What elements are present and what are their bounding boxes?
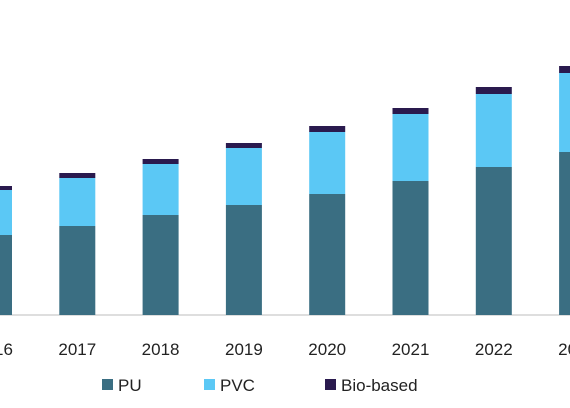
legend-label-pvc: PVC	[220, 376, 255, 395]
bar-pvc-2020	[309, 132, 346, 194]
legend-swatch-bio-based	[325, 379, 336, 390]
bar-bio-based-2016	[0, 186, 12, 190]
bar-pvc-2019	[225, 148, 262, 205]
bar-bio-based-2023	[559, 66, 570, 73]
bar-pvc-2022	[475, 94, 512, 167]
bar-pu-2021	[392, 181, 429, 315]
x-tick-label-2020: 2020	[308, 340, 346, 359]
bar-pu-2017	[59, 226, 96, 315]
bar-pu-2016	[0, 235, 12, 315]
legend-label-pu: PU	[118, 376, 142, 395]
bar-bio-based-2017	[59, 173, 96, 178]
bar-pvc-2023	[559, 73, 570, 152]
x-tick-label-2022: 2022	[475, 340, 513, 359]
bars-group	[0, 66, 570, 315]
bar-pvc-2017	[59, 178, 96, 226]
x-tick-label-2016: 2016	[0, 340, 13, 359]
bar-pu-2023	[559, 152, 570, 315]
legend-label-bio-based: Bio-based	[341, 376, 418, 395]
bar-bio-based-2021	[392, 108, 429, 114]
x-tick-label-2019: 2019	[225, 340, 263, 359]
bar-bio-based-2019	[225, 143, 262, 148]
x-tick-label-2018: 2018	[142, 340, 180, 359]
legend-swatch-pu	[102, 379, 113, 390]
x-tick-label-2017: 2017	[58, 340, 96, 359]
x-tick-label-2021: 2021	[392, 340, 430, 359]
bar-pu-2020	[309, 194, 346, 315]
bar-pvc-2021	[392, 114, 429, 181]
bar-bio-based-2022	[475, 87, 512, 94]
bar-bio-based-2018	[142, 159, 179, 164]
legend: PU PVC Bio-based	[102, 376, 418, 395]
bar-pu-2018	[142, 215, 179, 315]
bar-pvc-2018	[142, 164, 179, 215]
x-tick-label-2023: 2023	[558, 340, 570, 359]
x-tick-labels: 2016 2017 2018 2019 2020 2021 2022 2023	[0, 340, 570, 359]
bar-pvc-2016	[0, 190, 12, 235]
bar-bio-based-2020	[309, 126, 346, 132]
bar-pu-2019	[225, 205, 262, 315]
legend-swatch-pvc	[204, 379, 215, 390]
bar-pu-2022	[475, 167, 512, 315]
